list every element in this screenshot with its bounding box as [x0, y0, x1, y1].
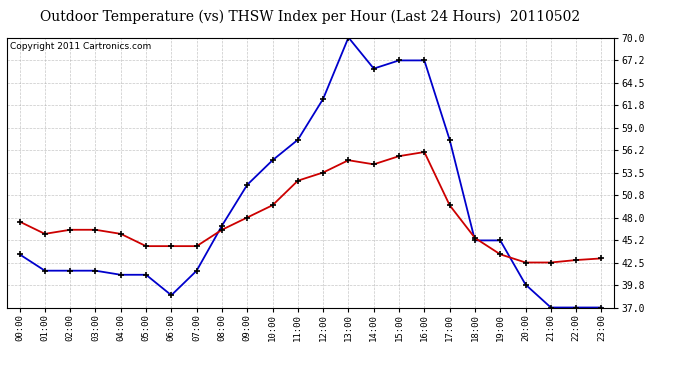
Text: Outdoor Temperature (vs) THSW Index per Hour (Last 24 Hours)  20110502: Outdoor Temperature (vs) THSW Index per … — [41, 9, 580, 24]
Text: Copyright 2011 Cartronics.com: Copyright 2011 Cartronics.com — [10, 42, 151, 51]
